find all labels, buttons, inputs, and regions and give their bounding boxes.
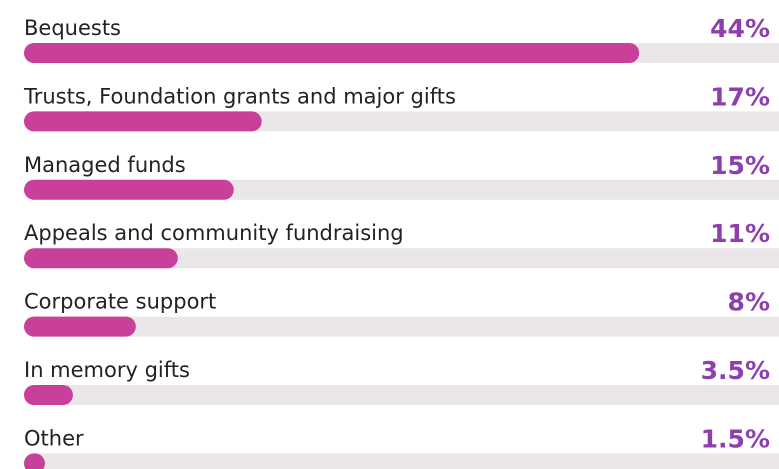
bar-track	[24, 316, 779, 337]
value-label: 1.5%	[701, 424, 770, 453]
value-label: 11%	[710, 219, 770, 248]
category-label: Trusts, Foundation grants and major gift…	[23, 84, 456, 108]
value-label: 8%	[728, 288, 770, 317]
category-label: In memory gifts	[24, 358, 190, 382]
bar	[24, 179, 234, 200]
category-label: Appeals and community fundraising	[24, 221, 404, 245]
value-label: 3.5%	[701, 356, 770, 385]
value-label: 15%	[710, 151, 770, 180]
bar-track	[24, 385, 779, 405]
bar	[24, 111, 262, 132]
value-label: 44%	[710, 14, 770, 43]
bar-track	[24, 453, 779, 469]
bar	[24, 43, 640, 63]
bar	[24, 316, 136, 337]
bar-track	[24, 248, 779, 269]
bar	[24, 385, 73, 405]
category-label: Corporate support	[24, 290, 216, 314]
category-label: Managed funds	[24, 153, 186, 177]
bar	[24, 248, 178, 269]
value-label: 17%	[710, 82, 770, 111]
category-label: Other	[24, 426, 84, 450]
bar	[24, 453, 45, 469]
category-label: Bequests	[24, 16, 121, 40]
